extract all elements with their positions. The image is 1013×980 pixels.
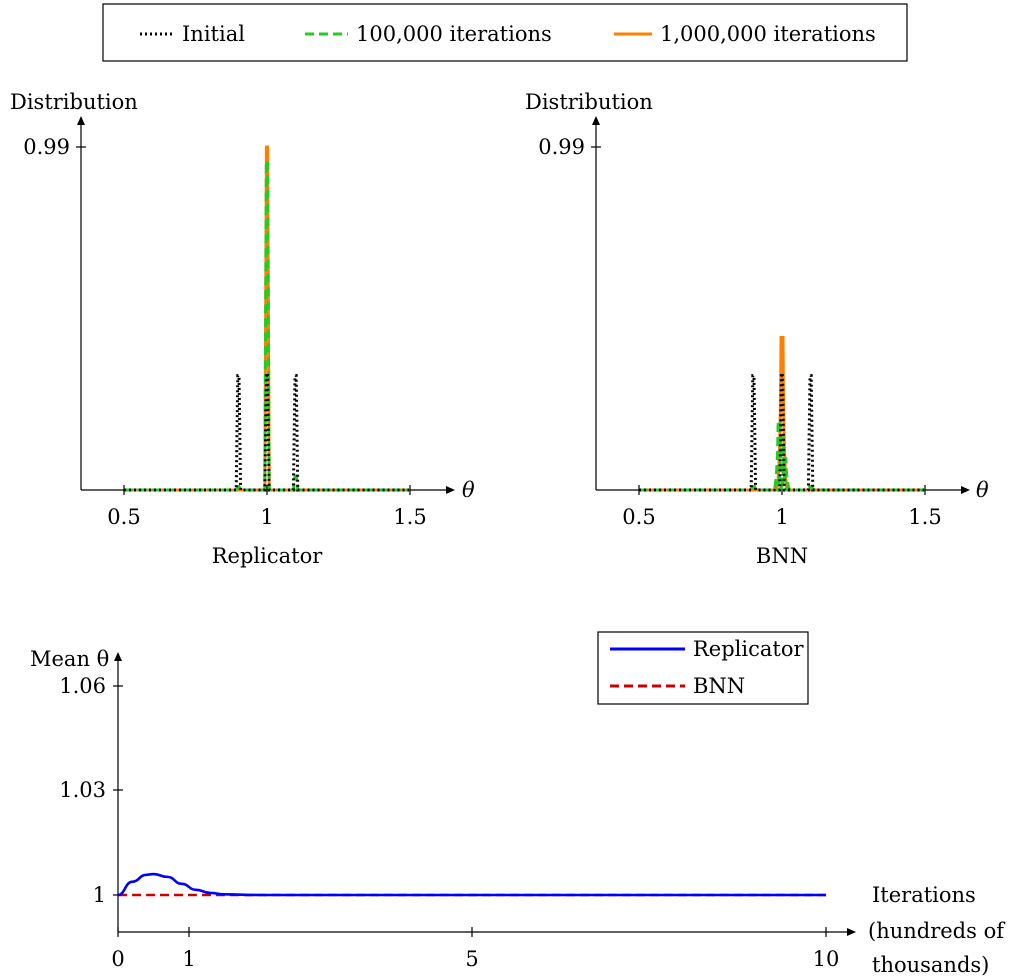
- replicator-y-arrow: [77, 116, 85, 125]
- mean-x-tick-label-1: 1: [182, 947, 195, 971]
- replicator-x-tick-label-1: 1: [260, 505, 273, 529]
- bnn-series-initial: [639, 374, 925, 492]
- top-legend: Initial 100,000 iterations 1,000,000 ite…: [102, 3, 908, 62]
- bnn-series-100-000-iterations: [639, 419, 925, 492]
- mean-panel: Mean θ 1.06 1.03 1 0 1 5 10 Iterations (…: [30, 631, 1006, 977]
- replicator-series: [124, 145, 410, 492]
- mean-y-axis-label: Mean θ: [30, 647, 109, 671]
- replicator-panel: Distribution 0.99 θ 0.5 1 1.5 Replicator: [10, 90, 475, 568]
- legend-label-1m: 1,000,000 iterations: [660, 22, 876, 46]
- mean-legend-label-replicator: Replicator: [693, 637, 804, 661]
- mean-legend-box: [597, 631, 809, 705]
- bnn-series: [639, 336, 925, 492]
- bnn-title: BNN: [756, 544, 808, 568]
- bnn-y-arrow: [592, 116, 600, 125]
- mean-y-arrow: [114, 652, 122, 661]
- bnn-x-tick-label-0-5: 0.5: [622, 505, 655, 529]
- bnn-x-axis-label: θ: [976, 478, 989, 502]
- bnn-y-tick-label: 0.99: [538, 135, 585, 159]
- replicator-series-initial: [124, 374, 410, 492]
- mean-x-tick-label-10: 10: [813, 947, 840, 971]
- legend-label-100k: 100,000 iterations: [356, 22, 552, 46]
- mean-y-tick-label-1: 1: [93, 883, 106, 907]
- mean-series: [117, 872, 826, 897]
- replicator-x-tick-label-0-5: 0.5: [107, 505, 140, 529]
- replicator-y-tick-label: 0.99: [23, 135, 70, 159]
- replicator-title: Replicator: [212, 544, 323, 568]
- bnn-x-arrow: [961, 486, 970, 494]
- mean-x-tick-label-0: 0: [111, 947, 124, 971]
- bnn-y-axis-label: Distribution: [525, 90, 653, 114]
- bnn-x-tick-label-1: 1: [775, 505, 788, 529]
- mean-x-label-line-1: Iterations: [872, 883, 976, 907]
- mean-legend-label-bnn: BNN: [693, 674, 745, 698]
- mean-series-replicator: [117, 872, 826, 897]
- replicator-x-axis-label: θ: [462, 478, 475, 502]
- mean-y-tick-label-1-06: 1.06: [59, 674, 106, 698]
- replicator-x-arrow: [446, 486, 455, 494]
- top-legend-box: [102, 3, 908, 62]
- replicator-x-tick-label-1-5: 1.5: [393, 505, 426, 529]
- mean-legend: Replicator BNN: [597, 631, 809, 705]
- mean-x-label-line-2: (hundreds of: [868, 919, 1006, 943]
- legend-label-initial: Initial: [182, 22, 245, 46]
- mean-y-tick-label-1-03: 1.03: [59, 778, 106, 802]
- mean-x-label-line-3: thousands): [872, 953, 989, 977]
- bnn-x-tick-label-1-5: 1.5: [908, 505, 941, 529]
- bnn-panel: Distribution 0.99 θ 0.5 1 1.5 BNN: [525, 90, 989, 568]
- mean-x-tick-label-5: 5: [465, 947, 478, 971]
- mean-x-arrow: [847, 928, 856, 936]
- replicator-y-axis-label: Distribution: [10, 90, 138, 114]
- replicator-series-100-000-iterations: [124, 159, 410, 492]
